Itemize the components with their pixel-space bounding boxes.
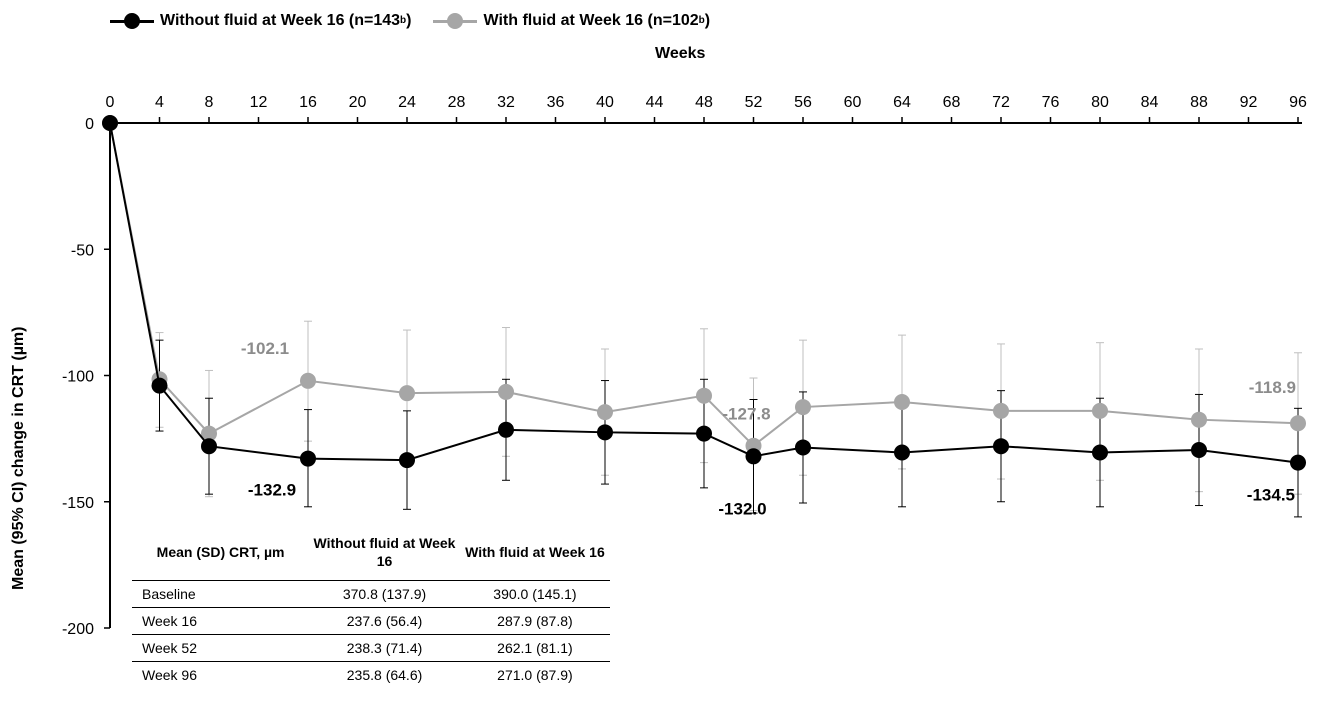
x-tick-label: 96 — [1289, 94, 1307, 111]
data-point-without-fluid — [894, 444, 910, 461]
data-point-with-fluid — [1191, 411, 1207, 428]
x-tick-label: 80 — [1091, 94, 1109, 111]
table-header-without-fluid: Without fluid at Week 16 — [309, 524, 460, 581]
crt-summary-table: Mean (SD) CRT, µm Without fluid at Week … — [132, 524, 610, 688]
data-point-without-fluid — [597, 424, 613, 441]
y-tick-label: 0 — [85, 116, 94, 133]
legend-item-with-fluid: With fluid at Week 16 (n=102 b) — [433, 11, 710, 31]
table-row: Week 16 237.6 (56.4) 287.9 (87.8) — [132, 607, 610, 635]
x-axis-title: Weeks — [655, 45, 706, 62]
x-tick-label: 36 — [547, 94, 565, 111]
table-row: Baseline 370.8 (137.9) 390.0 (145.1) — [132, 580, 610, 608]
legend-label-with-fluid: With fluid at Week 16 (n=102 — [483, 12, 699, 29]
data-point-with-fluid — [696, 387, 712, 404]
data-point-without-fluid — [102, 115, 118, 131]
x-tick-label: 0 — [106, 94, 115, 111]
data-point-without-fluid — [151, 377, 168, 394]
legend-swatch-black — [110, 11, 154, 31]
table-cell-without: 238.3 (71.4) — [309, 634, 460, 662]
data-point-without-fluid — [1191, 441, 1207, 458]
x-tick-label: 56 — [794, 94, 812, 111]
y-tick-label: -100 — [62, 369, 94, 386]
value-label-without-fluid: -132.9 — [248, 481, 296, 500]
data-point-with-fluid — [498, 383, 514, 400]
data-point-without-fluid — [300, 450, 316, 467]
table-cell-label: Week 96 — [142, 667, 197, 683]
legend-item-without-fluid: Without fluid at Week 16 (n=143 b) — [110, 11, 411, 31]
x-tick-label: 72 — [992, 94, 1010, 111]
table-header-measure: Mean (SD) CRT, µm — [132, 524, 310, 581]
data-point-without-fluid — [201, 438, 217, 455]
data-point-without-fluid — [795, 439, 811, 456]
x-tick-label: 16 — [299, 94, 317, 111]
table-cell-label: Week 52 — [132, 634, 310, 662]
data-point-without-fluid — [696, 425, 712, 442]
x-tick-label: 4 — [155, 94, 164, 111]
table-row: Week 52 238.3 (71.4) 262.1 (81.1) — [132, 634, 610, 662]
table-cell-without: 237.6 (56.4) — [309, 607, 460, 635]
x-tick-label: 8 — [205, 94, 214, 111]
x-tick-label: 68 — [943, 94, 961, 111]
x-tick-label: 40 — [596, 94, 614, 111]
y-axis-title: Mean (95% CI) change in CRT (µm) — [10, 326, 27, 590]
data-point-with-fluid — [597, 404, 613, 421]
data-point-with-fluid — [300, 372, 316, 389]
value-label-with-fluid: -127.8 — [722, 405, 770, 424]
x-tick-label: 76 — [1042, 94, 1060, 111]
x-tick-label: 32 — [497, 94, 515, 111]
legend-swatch-gray — [433, 11, 478, 31]
table-cell-without: 370.8 (137.9) — [309, 580, 460, 608]
data-point-with-fluid — [201, 425, 217, 442]
table-cell-with: 271.0 (87.9) — [497, 667, 573, 683]
x-tick-label: 44 — [646, 94, 664, 111]
legend-close-without-fluid: ) — [406, 12, 412, 29]
data-point-with-fluid — [399, 385, 415, 402]
data-point-without-fluid — [498, 421, 514, 438]
data-point-with-fluid — [993, 402, 1009, 419]
data-point-without-fluid — [399, 452, 415, 469]
y-tick-label: -50 — [71, 242, 94, 259]
data-point-with-fluid — [1092, 402, 1108, 419]
data-point-with-fluid — [894, 394, 910, 411]
x-tick-label: 12 — [250, 94, 268, 111]
x-tick-label: 28 — [448, 94, 466, 111]
table-cell-without: 235.8 (64.6) — [346, 667, 423, 683]
x-tick-label: 84 — [1141, 94, 1159, 111]
x-tick-label: 24 — [398, 94, 416, 111]
data-point-without-fluid — [1290, 454, 1306, 471]
data-point-with-fluid — [1290, 415, 1306, 432]
table-header-with-fluid: With fluid at Week 16 — [459, 524, 610, 581]
table-cell-with: 262.1 (81.1) — [459, 634, 610, 662]
y-tick-label: -200 — [62, 621, 94, 638]
x-tick-label: 64 — [893, 94, 911, 111]
table-cell-with: 287.9 (87.8) — [459, 607, 610, 635]
data-point-with-fluid — [795, 399, 811, 416]
table-cell-label: Baseline — [132, 580, 310, 608]
legend-label-without-fluid: Without fluid at Week 16 (n=143 — [160, 12, 401, 29]
value-label-without-fluid: -132.0 — [718, 499, 766, 518]
x-tick-label: 60 — [844, 94, 862, 111]
value-label-without-fluid: -134.5 — [1247, 486, 1295, 505]
legend-close-with-fluid: ) — [704, 12, 711, 29]
data-point-without-fluid — [745, 448, 762, 465]
x-tick-label: 48 — [695, 94, 713, 111]
value-label-with-fluid: -102.1 — [241, 339, 289, 358]
table-header-row: Mean (SD) CRT, µm Without fluid at Week … — [132, 524, 610, 581]
data-point-without-fluid — [993, 438, 1009, 455]
y-tick-label: -150 — [62, 495, 94, 512]
table-row: Week 96 235.8 (64.6) 271.0 (87.9) — [132, 662, 610, 689]
x-tick-label: 20 — [349, 94, 367, 111]
table-cell-with: 390.0 (145.1) — [459, 580, 610, 608]
data-point-without-fluid — [1092, 444, 1108, 461]
table-cell-label: Week 16 — [132, 607, 310, 635]
x-tick-label: 88 — [1190, 94, 1208, 111]
value-label-with-fluid: -118.9 — [1249, 378, 1296, 397]
x-tick-label: 92 — [1240, 94, 1258, 111]
x-tick-label: 52 — [745, 94, 763, 111]
legend: Without fluid at Week 16 (n=143 b) With f… — [110, 8, 732, 34]
